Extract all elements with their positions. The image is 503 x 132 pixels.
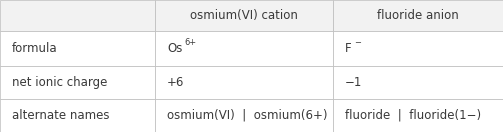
Text: osmium(VI) cation: osmium(VI) cation xyxy=(190,9,298,22)
Text: F: F xyxy=(345,42,352,55)
Bar xyxy=(333,31,503,66)
Bar xyxy=(0,0,155,31)
Text: +6: +6 xyxy=(167,76,185,89)
Bar xyxy=(155,99,333,132)
Bar xyxy=(0,99,155,132)
Bar xyxy=(333,66,503,99)
Text: −1: −1 xyxy=(345,76,362,89)
Bar xyxy=(333,0,503,31)
Text: 6+: 6+ xyxy=(185,38,197,47)
Text: Os: Os xyxy=(167,42,183,55)
Bar xyxy=(0,66,155,99)
Bar xyxy=(155,31,333,66)
Bar xyxy=(0,31,155,66)
Text: formula: formula xyxy=(12,42,58,55)
Bar xyxy=(155,0,333,31)
Text: net ionic charge: net ionic charge xyxy=(12,76,107,89)
Text: osmium(VI)  |  osmium(6+): osmium(VI) | osmium(6+) xyxy=(167,109,327,122)
Text: fluoride  |  fluoride(1−): fluoride | fluoride(1−) xyxy=(345,109,481,122)
Text: fluoride anion: fluoride anion xyxy=(377,9,459,22)
Bar xyxy=(333,99,503,132)
Bar xyxy=(155,66,333,99)
Text: −: − xyxy=(354,38,361,47)
Text: alternate names: alternate names xyxy=(12,109,110,122)
